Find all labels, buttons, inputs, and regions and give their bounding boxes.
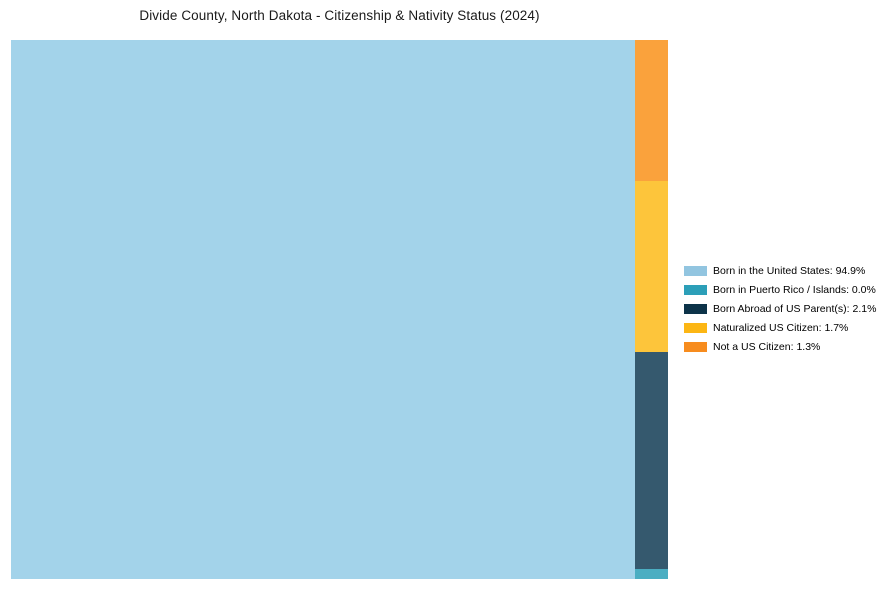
treemap-block-born-in-puerto-rico-islands <box>635 569 668 579</box>
chart-title: Divide County, North Dakota - Citizenshi… <box>139 8 540 23</box>
legend-swatch-born-abroad-of-us-parent-s <box>684 303 707 314</box>
legend-label-born-abroad-of-us-parent-s: Born Abroad of US Parent(s): 2.1% <box>713 302 877 315</box>
legend-item-born-in-the-united-states: Born in the United States: 94.9% <box>684 262 876 281</box>
legend-label-born-in-the-united-states: Born in the United States: 94.9% <box>713 265 866 278</box>
legend-item-naturalized-us-citizen: Naturalized US Citizen: 1.7% <box>684 318 876 337</box>
treemap-block-born-in-the-united-states <box>11 40 635 579</box>
legend: Born in the United States: 94.9% Born in … <box>684 262 876 356</box>
legend-label-naturalized-us-citizen: Naturalized US Citizen: 1.7% <box>713 321 849 334</box>
treemap-block-not-a-us-citizen <box>635 40 668 181</box>
treemap-plot <box>11 40 668 579</box>
treemap-block-born-abroad-of-us-parent-s <box>635 352 668 569</box>
legend-label-not-a-us-citizen: Not a US Citizen: 1.3% <box>713 340 821 353</box>
treemap-right-column <box>635 40 668 579</box>
legend-swatch-not-a-us-citizen <box>684 341 707 352</box>
legend-swatch-born-in-puerto-rico-islands <box>684 285 707 296</box>
legend-swatch-naturalized-us-citizen <box>684 322 707 333</box>
treemap-block-naturalized-us-citizen <box>635 181 668 352</box>
legend-item-born-in-puerto-rico-islands: Born in Puerto Rico / Islands: 0.0% <box>684 281 876 300</box>
legend-item-not-a-us-citizen: Not a US Citizen: 1.3% <box>684 337 876 356</box>
legend-label-born-in-puerto-rico-islands: Born in Puerto Rico / Islands: 0.0% <box>713 284 876 297</box>
legend-item-born-abroad-of-us-parent-s: Born Abroad of US Parent(s): 2.1% <box>684 300 876 319</box>
legend-swatch-born-in-the-united-states <box>684 266 707 277</box>
